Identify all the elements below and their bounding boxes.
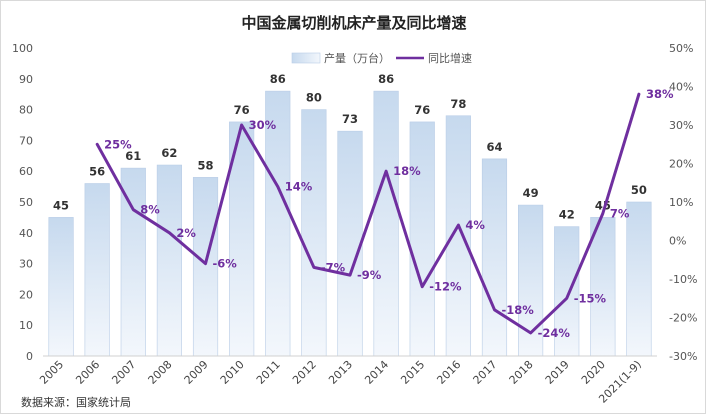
bar-value-label: 86 bbox=[378, 72, 394, 86]
bar-2019 bbox=[554, 226, 580, 357]
x-axis-tick: 2010 bbox=[218, 358, 247, 387]
growth-value-label: 4% bbox=[465, 218, 485, 232]
bar-2016 bbox=[445, 115, 471, 357]
bar-2013 bbox=[337, 130, 363, 357]
legend: 产量（万台） 同比增速 bbox=[291, 51, 472, 65]
growth-value-label: 2% bbox=[176, 226, 196, 240]
right-axis-tick: -10% bbox=[669, 273, 697, 286]
left-axis-tick: 90 bbox=[19, 73, 33, 86]
right-axis-tick: -30% bbox=[669, 350, 697, 363]
left-axis: 0 10 20 30 40 50 60 70 80 90 100 bbox=[12, 42, 33, 363]
bar-2015 bbox=[409, 121, 435, 357]
bars bbox=[48, 90, 652, 357]
bar-2012 bbox=[301, 109, 327, 357]
growth-value-label: 25% bbox=[104, 137, 132, 151]
legend-label-growth: 同比增速 bbox=[428, 51, 472, 65]
bar-value-label: 58 bbox=[198, 158, 214, 172]
x-axis-tick: 2007 bbox=[109, 358, 138, 387]
bar-value-label: 49 bbox=[523, 186, 539, 200]
x-axis-tick: 2019 bbox=[543, 358, 572, 387]
bar-2011 bbox=[265, 90, 291, 357]
growth-value-label: 38% bbox=[646, 87, 674, 101]
right-axis-tick: 30% bbox=[669, 119, 693, 132]
growth-value-label: 18% bbox=[393, 164, 421, 178]
source-note: 数据来源：国家统计局 bbox=[21, 395, 131, 409]
bar-value-label: 76 bbox=[234, 103, 250, 117]
right-axis-tick: 40% bbox=[669, 81, 693, 94]
growth-series bbox=[95, 92, 641, 335]
x-axis-tick: 2009 bbox=[182, 358, 211, 387]
bar-value-label: 86 bbox=[270, 72, 286, 86]
left-axis-tick: 70 bbox=[19, 134, 33, 147]
x-axis-tick: 2012 bbox=[290, 358, 319, 387]
left-axis-tick: 30 bbox=[19, 258, 33, 271]
growth-value-label: -15% bbox=[574, 291, 607, 305]
bar-2005 bbox=[48, 217, 74, 357]
left-axis-tick: 0 bbox=[26, 350, 33, 363]
left-axis-tick: 100 bbox=[12, 42, 33, 55]
bar-value-label: 42 bbox=[559, 208, 575, 222]
left-axis-tick: 10 bbox=[19, 319, 33, 332]
growth-value-label: -9% bbox=[357, 268, 382, 282]
growth-value-label: 14% bbox=[285, 180, 313, 194]
right-axis-tick: 50% bbox=[669, 42, 693, 55]
bar-2006 bbox=[84, 183, 110, 357]
x-axis-tick: 2014 bbox=[362, 358, 391, 387]
right-axis: -30% -20% -10% 0% 10% 20% 30% 40% 50% bbox=[669, 42, 697, 363]
left-axis-tick: 80 bbox=[19, 104, 33, 117]
right-axis-tick: 10% bbox=[669, 196, 693, 209]
bar-value-label: 62 bbox=[161, 146, 177, 160]
bar-value-label: 73 bbox=[342, 112, 358, 126]
growth-value-label: 7% bbox=[610, 207, 630, 221]
bar-value-label: 78 bbox=[450, 97, 466, 111]
bar-value-label: 76 bbox=[414, 103, 430, 117]
x-axis-tick: 2020 bbox=[579, 358, 608, 387]
x-axis-tick: 2017 bbox=[471, 358, 500, 387]
bar-2020 bbox=[590, 217, 616, 357]
bar-value-label: 45 bbox=[53, 198, 69, 212]
growth-value-label: -7% bbox=[321, 260, 346, 274]
left-axis-tick: 20 bbox=[19, 288, 33, 301]
growth-value-label: 30% bbox=[249, 118, 277, 132]
legend-swatch-production bbox=[291, 52, 321, 64]
left-axis-tick: 60 bbox=[19, 165, 33, 178]
growth-line bbox=[95, 92, 641, 335]
x-axis-tick: 2008 bbox=[146, 358, 175, 387]
bar-2021(1-9) bbox=[626, 201, 652, 357]
x-axis-tick: 2015 bbox=[398, 358, 427, 387]
bar-value-label: 64 bbox=[486, 140, 502, 154]
right-axis-tick: 0% bbox=[669, 235, 686, 248]
bar-2014 bbox=[373, 90, 399, 357]
growth-value-labels: 25% 8% 2% -6% 30% 14% -7% -9% 18% -12% 4% -18% -24% -… bbox=[104, 87, 674, 340]
right-axis-tick: 20% bbox=[669, 158, 693, 171]
bar-value-label: 56 bbox=[89, 165, 105, 179]
growth-value-label: 8% bbox=[140, 203, 160, 217]
bar-2008 bbox=[156, 164, 182, 357]
chart-title: 中国金属切削机床产量及同比增速 bbox=[241, 14, 466, 32]
bar-value-label: 50 bbox=[631, 183, 647, 197]
growth-value-label: -24% bbox=[538, 326, 571, 340]
x-axis-tick: 2011 bbox=[254, 358, 283, 387]
x-axis-tick: 2013 bbox=[326, 358, 355, 387]
legend-label-production: 产量（万台） bbox=[324, 51, 390, 65]
growth-value-label: -18% bbox=[501, 303, 534, 317]
left-axis-tick: 50 bbox=[19, 196, 33, 209]
x-axis-tick: 2006 bbox=[73, 358, 102, 387]
left-axis-tick: 40 bbox=[19, 227, 33, 240]
bar-2017 bbox=[481, 158, 508, 357]
x-axis-tick: 2018 bbox=[507, 358, 536, 387]
x-axis-tick: 2016 bbox=[434, 358, 463, 387]
bar-value-label: 61 bbox=[125, 149, 141, 163]
growth-value-label: -6% bbox=[213, 257, 238, 271]
x-axis-tick: 2005 bbox=[37, 358, 66, 387]
bar-value-label: 80 bbox=[306, 91, 322, 105]
growth-value-label: -12% bbox=[429, 280, 462, 294]
right-axis-tick: -20% bbox=[669, 312, 697, 325]
